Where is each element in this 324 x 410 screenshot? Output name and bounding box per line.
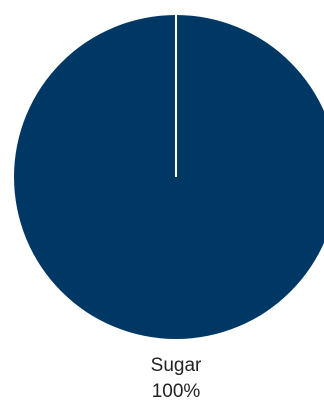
slice-label-name: Sugar <box>150 355 202 376</box>
pie-slice-sugar <box>14 15 324 339</box>
slice-label-percent: 100% <box>151 381 201 402</box>
